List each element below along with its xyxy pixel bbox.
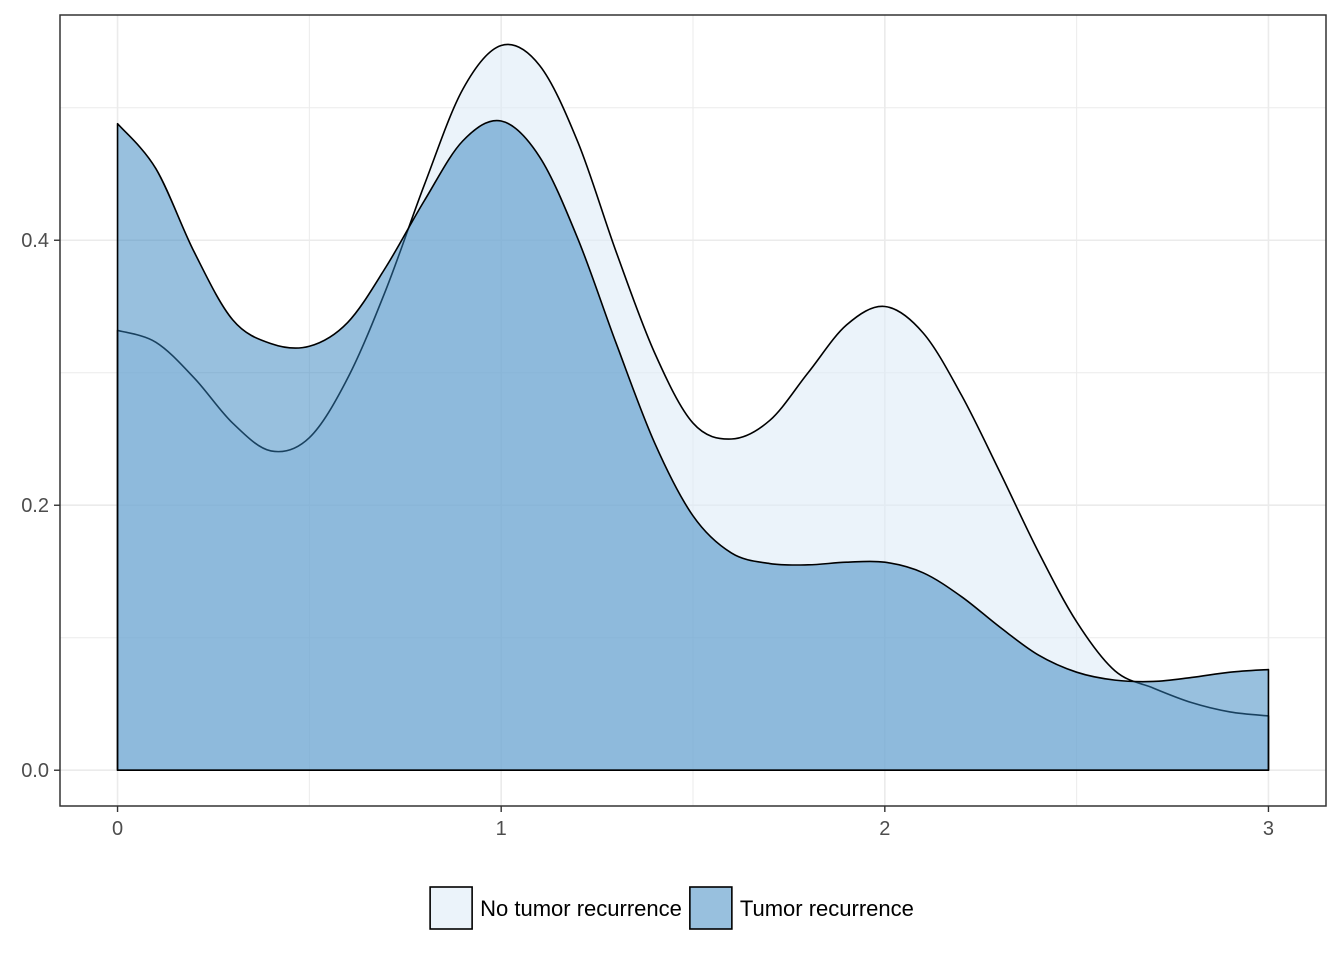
x-tick-label: 2 [879, 818, 890, 840]
x-tick-label: 3 [1263, 818, 1274, 840]
axes: 0 1 2 3 0.0 0.2 0.4 [21, 230, 1274, 840]
y-tick-label: 0.0 [21, 760, 49, 782]
legend-label-no-tumor-recurrence: No tumor recurrence [480, 896, 682, 921]
legend-swatch-no-tumor-recurrence [429, 886, 473, 930]
x-tick-label: 1 [496, 818, 507, 840]
panel-border [59, 14, 1327, 807]
y-tick-label: 0.2 [21, 495, 49, 517]
density-area-tumor-recurrence [116, 119, 1270, 772]
density-areas [116, 43, 1270, 772]
legend: No tumor recurrence Tumor recurrence [429, 886, 914, 930]
x-tick-label: 0 [112, 818, 123, 840]
legend-label-tumor-recurrence: Tumor recurrence [740, 896, 914, 921]
legend-swatch-tumor-recurrence [689, 886, 733, 930]
y-tick-label: 0.4 [21, 230, 49, 252]
